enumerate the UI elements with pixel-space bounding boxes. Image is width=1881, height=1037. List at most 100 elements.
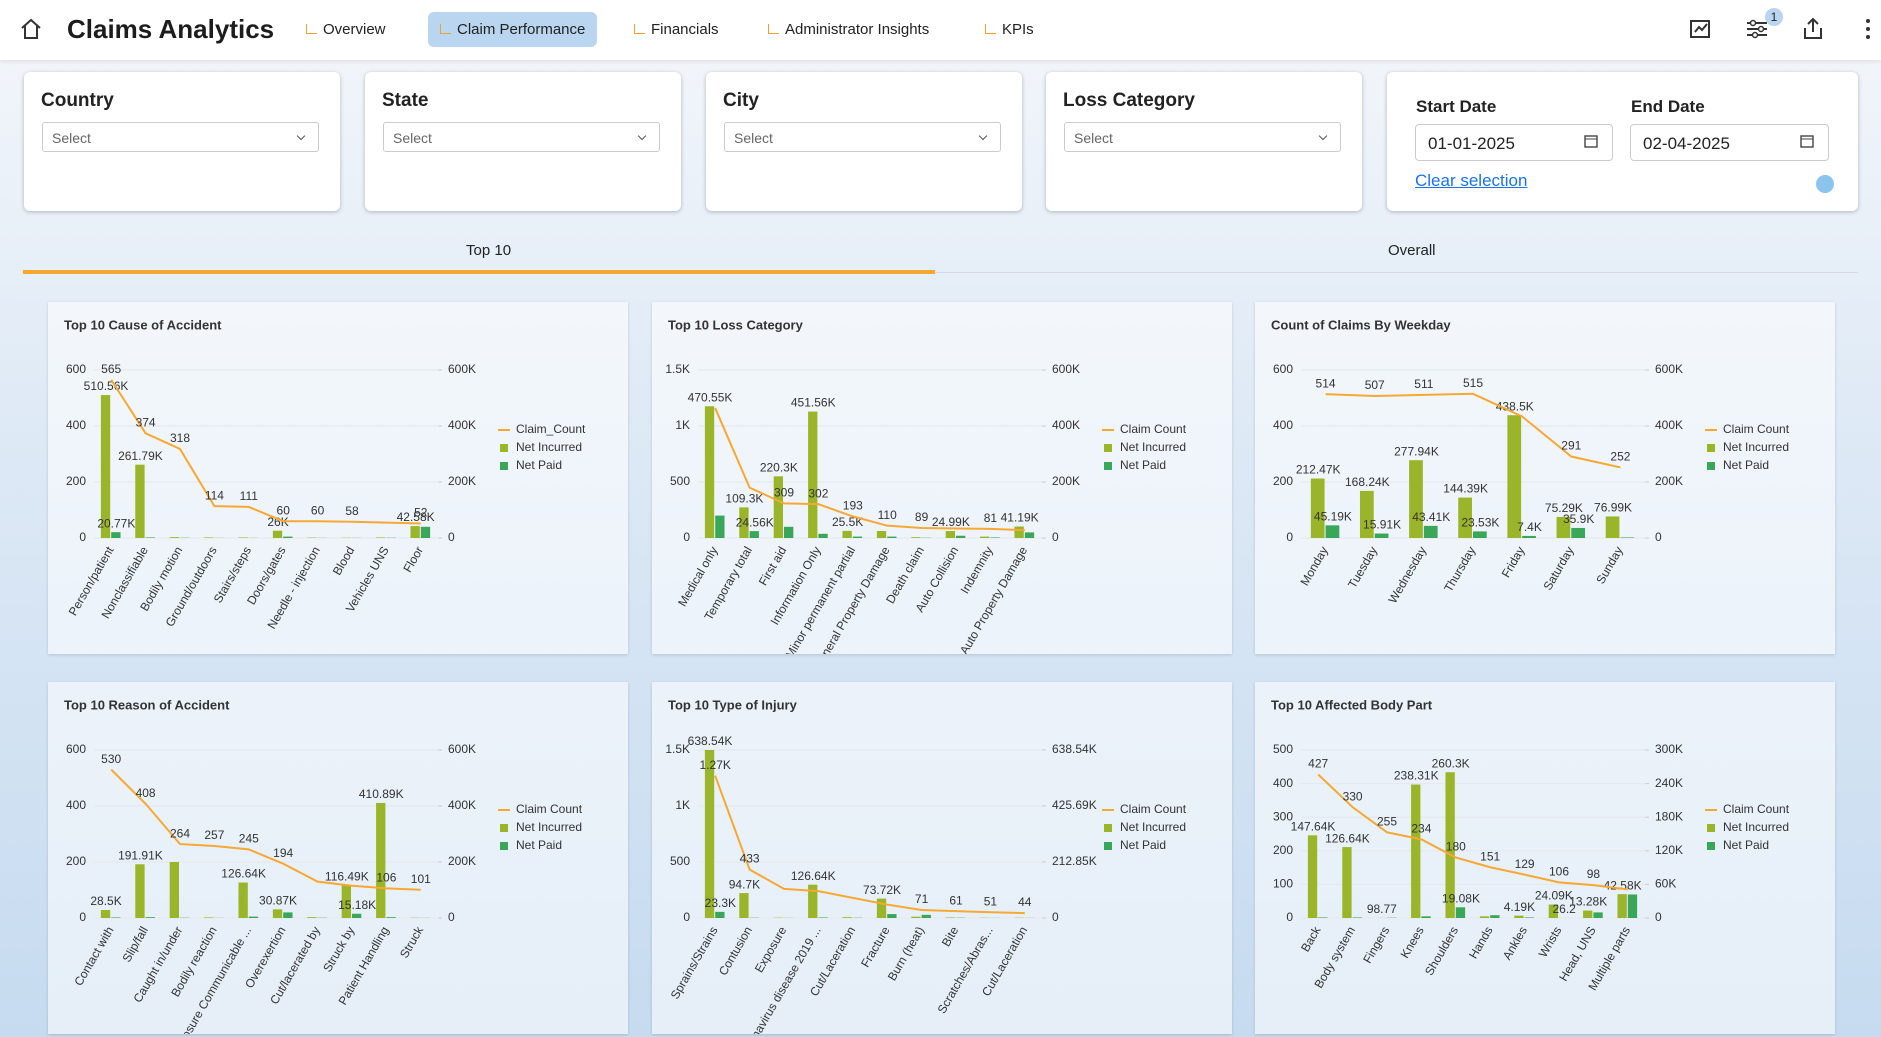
bar <box>204 537 214 538</box>
line <box>714 407 1025 532</box>
data-label: 28.5K <box>90 894 121 908</box>
nav-item[interactable]: Administrator Insights <box>756 12 941 47</box>
chart-title: Top 10 Loss Category <box>668 317 804 332</box>
nav-item[interactable]: Overview <box>294 12 398 47</box>
filter-button[interactable] <box>1816 175 1834 193</box>
bar <box>1411 784 1421 918</box>
insight-icon[interactable] <box>1688 16 1714 42</box>
chart-panel: Top 10 Affected Body Part 0 100 200 300 400 50… <box>1255 682 1835 1034</box>
legend-label: Net Incurred <box>1120 440 1186 454</box>
bar <box>1421 916 1431 918</box>
legend-swatch <box>1104 842 1112 850</box>
data-label: 42.58K <box>397 510 435 524</box>
y2-tick-label: 600K <box>448 362 476 376</box>
bar <box>111 532 121 538</box>
tab[interactable]: Overall <box>1388 242 1436 259</box>
end-date-input[interactable]: 02-04-2025 <box>1630 124 1829 161</box>
start-date-input[interactable]: 01-01-2025 <box>1415 124 1613 161</box>
y-tick-label: 400 <box>1273 418 1293 432</box>
filter-select[interactable]: Select <box>724 122 1001 152</box>
nav-item[interactable]: Claim Performance <box>428 12 598 47</box>
filter-select[interactable]: Select <box>42 122 319 152</box>
bar <box>307 917 317 918</box>
bar <box>1445 772 1455 918</box>
data-label: 318 <box>170 431 190 445</box>
y-tick-label: 600 <box>66 362 86 376</box>
data-label: 71 <box>915 892 929 906</box>
chart: Count of Claims By Weekday 0 200 400 600 0 200… <box>1271 317 1790 605</box>
bar <box>100 910 111 918</box>
bar <box>842 530 852 538</box>
calendar-icon[interactable] <box>1583 133 1599 149</box>
legend-label: Net Incurred <box>1723 820 1789 834</box>
bar <box>420 526 431 538</box>
y-tick-label: 200 <box>66 474 86 488</box>
bar <box>911 916 921 918</box>
data-label: 470.55K <box>688 390 733 404</box>
data-label: 194 <box>273 846 293 860</box>
clear-selection[interactable]: Clear selection <box>1415 171 1528 190</box>
legend-label: Net Paid <box>516 838 562 852</box>
filter-icon[interactable] <box>1744 16 1770 42</box>
nav-item[interactable]: KPIs <box>973 12 1046 47</box>
chart-panel: Count of Claims By Weekday 0 200 400 600 0 200… <box>1255 302 1835 654</box>
nav-label: Financials <box>651 21 719 38</box>
bar <box>842 917 852 918</box>
legend-label: Net Incurred <box>1120 820 1186 834</box>
x-tick-label: Friday <box>1499 544 1528 580</box>
bar <box>1627 894 1638 918</box>
bar <box>887 536 897 538</box>
y2-tick-label: 600K <box>448 742 476 756</box>
y-tick-label: 100 <box>1273 877 1293 891</box>
bar <box>1620 537 1635 538</box>
x-tick-label: Back <box>1298 923 1324 954</box>
bar <box>773 476 783 538</box>
chart-panel: Top 10 Reason of Accident 0 200 400 600 0 200K… <box>48 682 628 1037</box>
legend-label: Claim Count <box>1723 802 1790 816</box>
calendar-icon[interactable] <box>1799 133 1815 149</box>
filter-label: Country <box>41 90 114 111</box>
x-tick-label: Struck <box>397 923 427 960</box>
x-tick-label: Struck by <box>320 924 357 974</box>
bar <box>283 912 293 918</box>
data-label: 302 <box>808 486 828 500</box>
tab[interactable]: Top 10 <box>466 242 512 259</box>
more-icon[interactable] <box>1862 16 1874 42</box>
bar <box>341 885 351 918</box>
data-label: 41.19K <box>1001 511 1039 525</box>
data-label: 13.28K <box>1569 895 1607 909</box>
data-label: 433 <box>740 852 760 866</box>
data-label: 24.09K <box>1535 889 1573 903</box>
bar <box>1359 490 1374 538</box>
line <box>714 775 1025 915</box>
filter-label: State <box>382 90 429 111</box>
bar <box>238 537 248 538</box>
nav-item[interactable]: Financials <box>622 12 731 47</box>
bar <box>145 537 155 538</box>
data-label: 19.08K <box>1442 891 1480 905</box>
data-label: 260.3K <box>1432 756 1470 770</box>
header: Claims Analytics 1 <box>0 0 1881 60</box>
data-label: 438.5K <box>1496 399 1534 413</box>
x-tick-label: Saturday <box>1540 544 1576 593</box>
data-label: 15.18K <box>338 898 376 912</box>
bar <box>852 536 863 538</box>
bar <box>376 802 386 918</box>
filter-select[interactable]: Select <box>1064 122 1341 152</box>
chart-title: Top 10 Reason of Accident <box>64 697 230 712</box>
bar <box>1307 835 1318 918</box>
y2-tick-label: 300K <box>1655 742 1683 756</box>
data-label: 24.56K <box>736 515 774 529</box>
bar <box>1507 415 1522 538</box>
y-tick-label: 500 <box>670 474 690 488</box>
bar <box>784 526 794 538</box>
bar <box>704 750 715 918</box>
share-icon[interactable] <box>1800 16 1826 42</box>
data-label: 106 <box>376 870 396 884</box>
filter-select[interactable]: Select <box>383 122 660 152</box>
bar <box>818 533 828 538</box>
bar <box>1325 525 1340 538</box>
data-label: 374 <box>136 415 156 429</box>
data-label: 75.29K <box>1545 501 1583 515</box>
home-icon[interactable] <box>18 16 44 42</box>
